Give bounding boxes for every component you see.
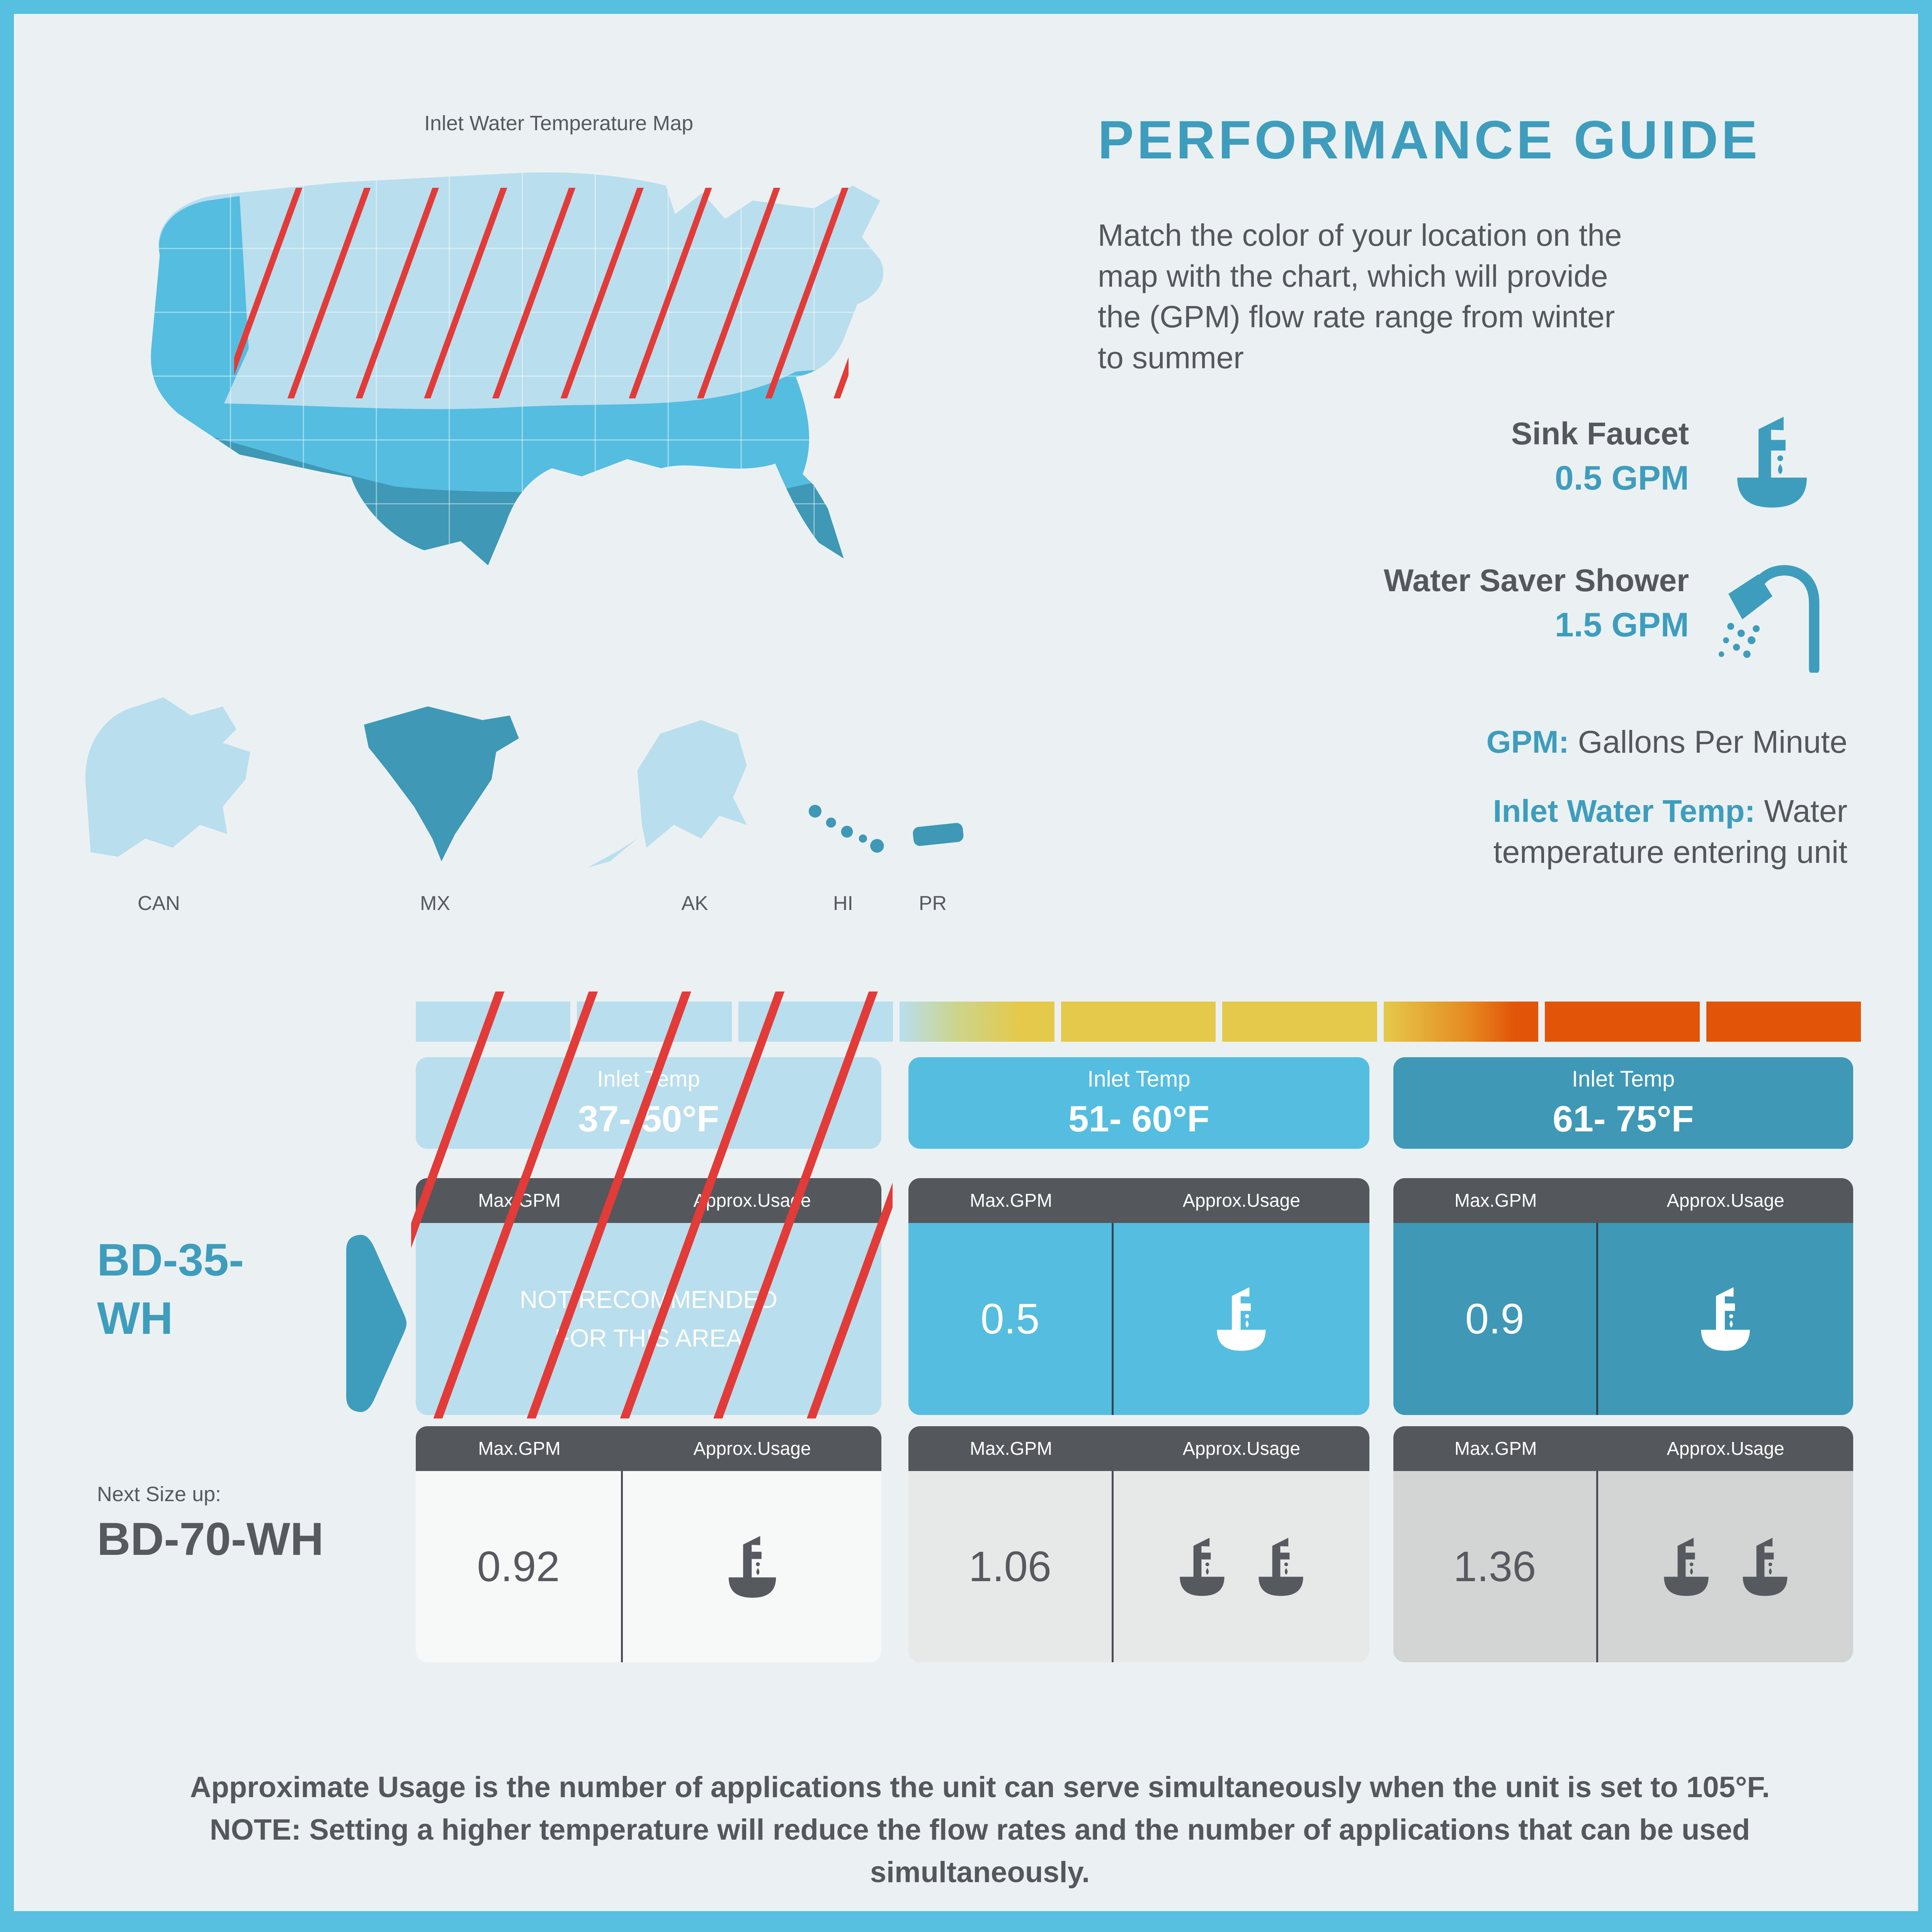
col-header-max-gpm: Max.GPM [969, 1190, 1053, 1211]
fixture-water-saver-shower: Water Saver Shower 1.5 GPM [1096, 563, 1689, 645]
inlet-temp-text: Water [1755, 793, 1847, 829]
band-label: Inlet Temp [1571, 1066, 1675, 1092]
guide-intro: Match the color of your location on the … [1098, 218, 1622, 375]
scale-seg-orange [1706, 1002, 1861, 1042]
fixture-gpm: 0.5 GPM [1554, 459, 1689, 497]
band-label: Inlet Temp [597, 1066, 700, 1092]
scale-seg-yellow-to-orange [1383, 1002, 1539, 1042]
faucet-icon [1171, 1536, 1233, 1598]
next-size-label: Next Size up: [97, 1483, 221, 1506]
temp-band-37-50: Inlet Temp 37- 50°F [416, 1057, 881, 1149]
footer-line-1: Approximate Usage is the number of appli… [190, 1771, 1770, 1804]
table-header-row1-col3: Max.GPM Approx.Usage [1393, 1178, 1853, 1223]
row-pointer-arrow [346, 1235, 406, 1412]
cell-bd35-51-60: 0.5 [908, 1223, 1369, 1415]
table-header-row2-col3: Max.GPM Approx.Usage [1393, 1426, 1853, 1471]
table-header-row2-col1: Max.GPM Approx.Usage [416, 1426, 881, 1471]
scale-seg-blue-to-yellow [900, 1002, 1054, 1042]
col-header-approx-usage: Approx.Usage [1667, 1190, 1784, 1211]
cell-bd35-61-75: 0.9 [1393, 1223, 1853, 1415]
col-header-approx-usage: Approx.Usage [1182, 1190, 1301, 1211]
scale-seg-yellow [1222, 1002, 1377, 1042]
band-range: 51- 60°F [1068, 1098, 1210, 1139]
regional-maps [85, 697, 964, 868]
gpm-value: 1.36 [1453, 1543, 1536, 1590]
col-header-approx-usage: Approx.Usage [693, 1438, 811, 1459]
shower-icon [1712, 557, 1828, 673]
temperature-scale-bar [416, 1002, 1861, 1042]
faucet-icon [1655, 1536, 1717, 1598]
model-bd-70-wh: BD-70-WH [97, 1513, 324, 1565]
gpm-value: 0.92 [477, 1543, 560, 1590]
gpm-text: Gallons Per Minute [1569, 724, 1847, 760]
fixture-gpm: 1.5 GPM [1554, 605, 1689, 644]
page-title: PERFORMANCE GUIDE [1098, 109, 1760, 170]
scale-seg-blue [577, 1002, 732, 1042]
gpm-value: 1.06 [968, 1543, 1051, 1590]
fixture-name: Sink Faucet [1511, 416, 1689, 451]
cell-not-recommended: NOT RECOMMENDED FOR THIS AREA [416, 1223, 881, 1415]
inlet-temp-definition: Inlet Water Temp: Water [1173, 791, 1847, 832]
faucet-icon [1250, 1536, 1312, 1598]
scale-seg-blue [738, 1002, 893, 1042]
cell-bd70-37-50: 0.92 [416, 1471, 881, 1662]
inlet-temp-term: Inlet Water Temp: [1493, 793, 1755, 829]
aleutian-tail [587, 838, 638, 868]
col-header-approx-usage: Approx.Usage [1667, 1438, 1784, 1459]
temp-band-51-60: Inlet Temp 51- 60°F [908, 1057, 1369, 1149]
table-header-row1-col1: Max.GPM Approx.Usage [416, 1178, 881, 1223]
scale-seg-blue [416, 1002, 571, 1042]
gpm-value: 0.5 [980, 1295, 1040, 1343]
hawaii-map [808, 804, 884, 853]
faucet-icon [719, 1534, 785, 1600]
col-header-approx-usage: Approx.Usage [1182, 1438, 1301, 1459]
col-header-max-gpm: Max.GPM [969, 1438, 1053, 1459]
gpm-definition: GPM: Gallons Per Minute [1173, 722, 1847, 763]
map-zone-westcoast [151, 196, 249, 420]
region-label-ak: AK [681, 892, 708, 915]
col-header-max-gpm: Max.GPM [1454, 1438, 1537, 1459]
fixture-name: Water Saver Shower [1384, 563, 1689, 598]
region-label-pr: PR [918, 892, 947, 915]
mexico-map [364, 706, 519, 862]
gpm-value: 0.9 [1465, 1295, 1524, 1343]
table-header-row1-col2: Max.GPM Approx.Usage [908, 1178, 1369, 1223]
band-label: Inlet Temp [1087, 1066, 1190, 1092]
us-temperature-map [151, 172, 884, 566]
temp-band-61-75: Inlet Temp 61- 75°F [1393, 1057, 1853, 1149]
band-range: 61- 75°F [1553, 1098, 1694, 1139]
faucet-icon [1724, 414, 1820, 510]
faucet-icon [1692, 1285, 1759, 1353]
puerto-rico-map [913, 823, 964, 846]
band-range: 37- 50°F [578, 1098, 719, 1139]
region-label-mx: MX [420, 892, 450, 915]
col-header-max-gpm: Max.GPM [478, 1438, 561, 1459]
region-label-can: CAN [138, 892, 180, 915]
inlet-temp-definition-line2: temperature entering unit [1493, 835, 1847, 870]
faucet-icon [1208, 1285, 1275, 1353]
region-label-hi: HI [833, 892, 853, 915]
cell-bd70-51-60: 1.06 [908, 1471, 1369, 1662]
col-header-max-gpm: Max.GPM [478, 1190, 561, 1211]
scale-seg-orange [1545, 1002, 1700, 1042]
col-header-max-gpm: Max.GPM [1454, 1190, 1537, 1211]
faucet-icon [1734, 1536, 1796, 1598]
gpm-term: GPM: [1486, 724, 1569, 760]
footer-note: Approximate Usage is the number of appli… [72, 1766, 1888, 1894]
canada-map [85, 697, 250, 857]
col-header-approx-usage: Approx.Usage [693, 1190, 811, 1211]
fixture-sink-faucet: Sink Faucet 0.5 GPM [1096, 416, 1689, 498]
table-header-row2-col2: Max.GPM Approx.Usage [908, 1426, 1369, 1471]
map-title: Inlet Water Temperature Map [424, 112, 694, 135]
definitions: GPM: Gallons Per Minute Inlet Water Temp… [1173, 722, 1847, 873]
alaska-map [637, 720, 747, 848]
footer-line-3: simultaneously. [870, 1856, 1090, 1889]
footer-line-2: NOTE: Setting a higher temperature will … [209, 1813, 1750, 1847]
scale-seg-yellow [1061, 1002, 1216, 1042]
cell-bd70-61-75: 1.36 [1393, 1471, 1853, 1662]
model-bd-35-wh: BD-35- WH [97, 1235, 244, 1344]
